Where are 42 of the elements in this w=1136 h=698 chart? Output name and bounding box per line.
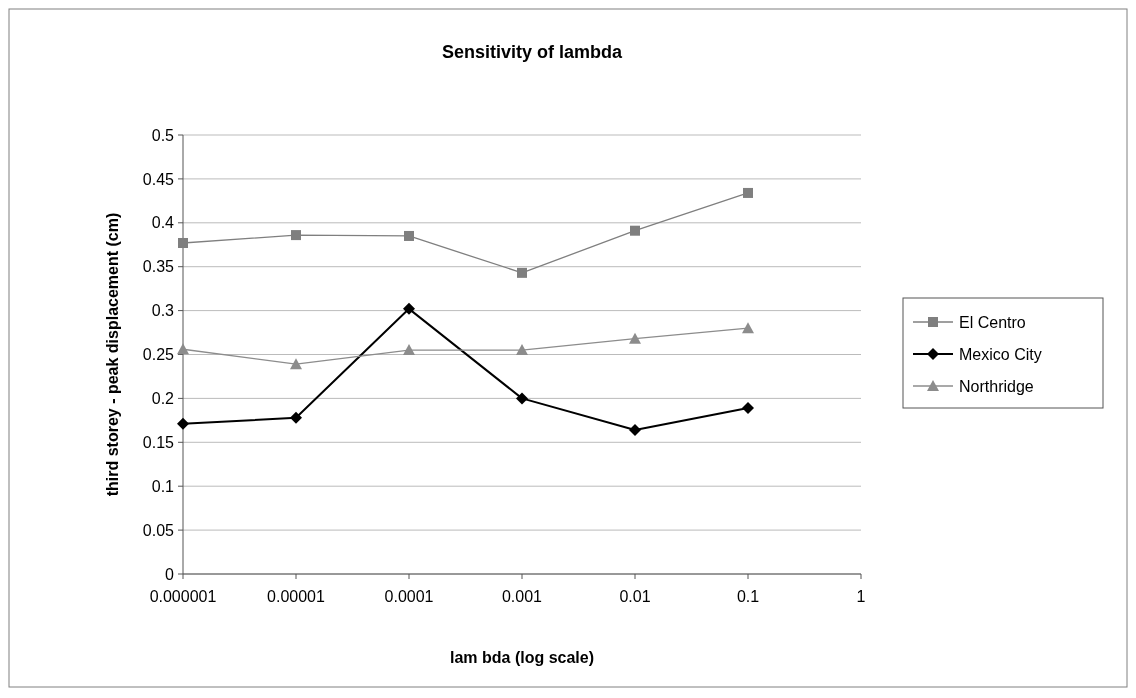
point [403, 302, 415, 315]
x-axis-title: lam bda (log scale) [449, 649, 595, 666]
point [630, 225, 640, 236]
x-tick-label: 0.000001 [149, 588, 217, 605]
x-tick-label: 0.0001 [384, 588, 434, 605]
point [516, 344, 528, 356]
point [403, 344, 415, 356]
x-tick-label: 0.1 [736, 588, 760, 605]
legend-label: Northridge [959, 377, 1034, 395]
y-tick-label: 0.45 [142, 170, 175, 188]
y-tick-label: 0.5 [151, 126, 175, 144]
legend-label: Mexico City [959, 345, 1042, 363]
point [629, 424, 641, 437]
x-tick-label: 0.00001 [267, 588, 326, 605]
point [290, 358, 302, 370]
point [516, 392, 528, 405]
y-tick-label: 0.05 [142, 521, 175, 539]
y-tick-label: 0.1 [151, 477, 175, 495]
point [404, 230, 414, 241]
y-tick-label: 0.15 [142, 433, 175, 451]
y-tick-label: 0.35 [142, 258, 175, 276]
y-tick-label: 0.3 [151, 302, 175, 320]
point [177, 343, 189, 355]
y-tick-label: 0.25 [142, 346, 175, 364]
y-tick-label: 0.2 [151, 390, 175, 407]
y-tick-label: 0.4 [151, 214, 175, 232]
point [178, 237, 188, 248]
x-tick-label: 0.01 [619, 588, 651, 605]
point [517, 267, 527, 278]
y-tick-label: 0 [165, 565, 175, 583]
point [177, 417, 189, 430]
point [291, 230, 301, 241]
chart-title: Sensitivity of lambda [441, 42, 624, 62]
point [743, 187, 753, 198]
point [742, 402, 754, 415]
x-tick-label: 1 [856, 588, 866, 605]
x-tick-label: 0.001 [501, 588, 543, 605]
point [629, 332, 641, 344]
point [742, 322, 754, 334]
legend-label: El Centro [959, 313, 1026, 331]
y-axis-title: third storey - peak displacement (cm) [104, 212, 121, 497]
point [290, 411, 302, 424]
